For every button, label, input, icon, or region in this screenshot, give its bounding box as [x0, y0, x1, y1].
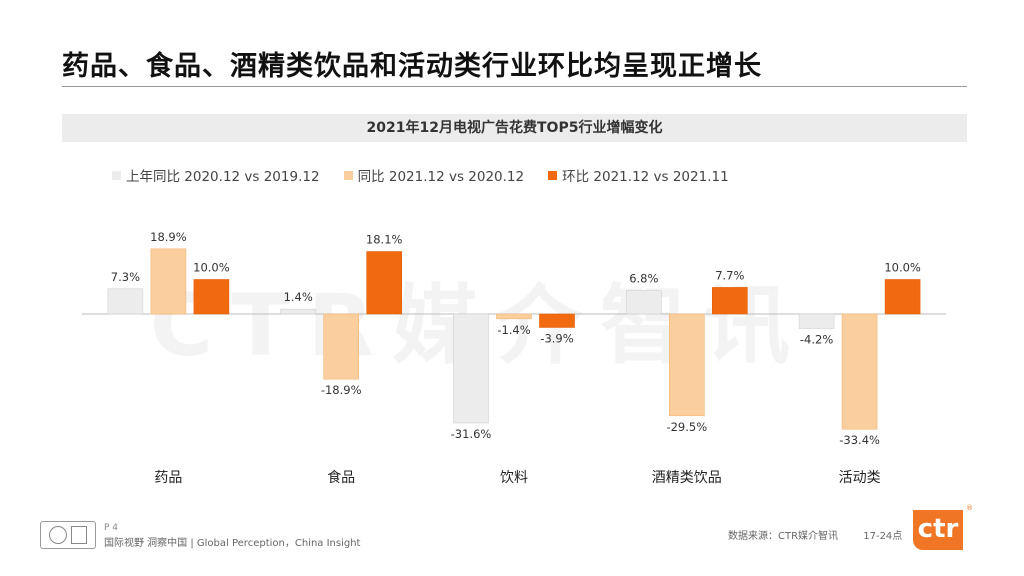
bar-1-酒精类饮品: [625, 290, 662, 315]
data-label-1-饮料: -31.6%: [451, 427, 492, 441]
legend-swatch-series2: [343, 170, 353, 180]
data-label-1-酒精类饮品: 6.8%: [629, 272, 658, 286]
chart-legend: 上年同比 2020.12 vs 2019.12 同比 2021.12 vs 20…: [112, 166, 729, 185]
slide-title: 药品、食品、酒精类饮品和活动类行业环比均呈现正增长: [62, 51, 762, 82]
certification-badge-icon: [40, 521, 96, 549]
data-label-2-活动类: -33.4%: [839, 433, 880, 447]
legend-label-series3: 环比 2021.12 vs 2021.11: [562, 169, 729, 185]
legend-swatch-series1: [112, 170, 121, 180]
bar-3-食品: [366, 251, 403, 315]
bar-1-活动类: [798, 313, 835, 329]
data-label-1-食品: 1.4%: [284, 290, 313, 304]
bar-1-药品: [107, 288, 144, 315]
category-label-食品: 食品: [327, 469, 355, 486]
legend-label-series1: 上年同比 2020.12 vs 2019.12: [126, 169, 320, 185]
bar-2-食品: [323, 313, 360, 380]
data-label-3-酒精类饮品: 7.7%: [715, 268, 744, 282]
footer-left: P 4 国际视野 洞察中国 | Global Perception，China …: [40, 521, 360, 551]
bar-2-药品: [150, 248, 187, 315]
bar-2-酒精类饮品: [668, 313, 705, 417]
bar-1-饮料: [453, 313, 489, 424]
footer-right: 数据来源：CTR媒介智讯 17-24点: [728, 527, 924, 542]
legend-label-series2: 同比 2021.12 vs 2020.12: [357, 169, 525, 185]
bar-chart: 7.3% 18.9% 10.0% 药品 1.4% -18.9% 18.1% 食品 -31.6% -…: [82, 230, 946, 486]
time-period: 17-24点: [863, 531, 903, 542]
ctr-logo: ctr: [913, 510, 963, 550]
footer-tagline: 国际视野 洞察中国 | Global Perception，China Insi…: [104, 538, 361, 549]
legend-swatch-series3: [548, 170, 558, 180]
title-divider: [62, 86, 967, 87]
registered-mark-icon: ®: [966, 504, 973, 512]
category-label-酒精类饮品: 酒精类饮品: [652, 470, 722, 486]
legend-item-series3: 环比 2021.12 vs 2021.11: [548, 166, 729, 185]
bar-3-活动类: [884, 279, 921, 315]
chart-title: 2021年12月电视广告花费TOP5行业增幅变化: [62, 114, 967, 142]
data-label-3-饮料: -3.9%: [540, 331, 573, 345]
data-label-1-药品: 7.3%: [111, 270, 140, 284]
data-label-2-药品: 18.9%: [150, 230, 187, 244]
data-source: 数据来源：CTR媒介智讯: [728, 531, 839, 542]
data-label-3-活动类: 10.0%: [884, 261, 921, 275]
bar-3-饮料: [539, 313, 575, 328]
page-number: P 4: [104, 523, 119, 533]
bar-2-饮料: [496, 313, 532, 320]
data-label-1-活动类: -4.2%: [800, 332, 833, 346]
legend-item-series1: 上年同比 2020.12 vs 2019.12: [112, 166, 320, 185]
footer-text-block: P 4 国际视野 洞察中国 | Global Perception，China …: [104, 521, 360, 551]
bar-2-活动类: [841, 313, 878, 430]
legend-item-series2: 同比 2021.12 vs 2020.12: [343, 166, 525, 185]
data-label-2-饮料: -1.4%: [497, 323, 530, 337]
data-label-3-食品: 18.1%: [366, 233, 403, 247]
category-label-饮料: 饮料: [500, 470, 528, 486]
category-label-活动类: 活动类: [839, 470, 881, 486]
bar-3-酒精类饮品: [711, 287, 748, 315]
data-label-2-酒精类饮品: -29.5%: [666, 420, 707, 434]
data-label-3-药品: 10.0%: [193, 261, 230, 275]
data-label-2-食品: -18.9%: [321, 383, 362, 397]
bar-3-药品: [193, 279, 230, 315]
bar-1-食品: [280, 308, 317, 315]
category-label-药品: 药品: [154, 470, 182, 486]
